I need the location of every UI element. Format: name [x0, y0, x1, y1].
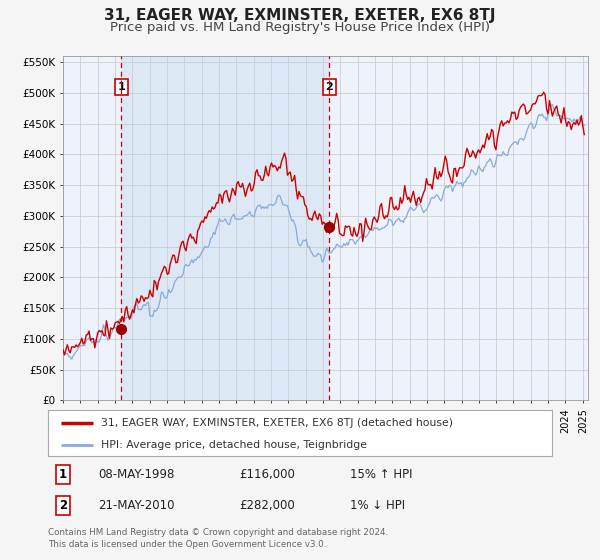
Text: 1: 1 [59, 468, 67, 481]
Text: 15% ↑ HPI: 15% ↑ HPI [350, 468, 413, 481]
Text: £116,000: £116,000 [239, 468, 295, 481]
Text: 1% ↓ HPI: 1% ↓ HPI [350, 499, 406, 512]
Text: 1: 1 [118, 82, 125, 92]
Text: HPI: Average price, detached house, Teignbridge: HPI: Average price, detached house, Teig… [101, 440, 367, 450]
Text: 31, EAGER WAY, EXMINSTER, EXETER, EX6 8TJ: 31, EAGER WAY, EXMINSTER, EXETER, EX6 8T… [104, 8, 496, 24]
Text: Price paid vs. HM Land Registry's House Price Index (HPI): Price paid vs. HM Land Registry's House … [110, 21, 490, 34]
Bar [121, 56, 329, 400]
Text: 2: 2 [59, 499, 67, 512]
Text: 21-MAY-2010: 21-MAY-2010 [98, 499, 175, 512]
Text: 31, EAGER WAY, EXMINSTER, EXETER, EX6 8TJ (detached house): 31, EAGER WAY, EXMINSTER, EXETER, EX6 8T… [101, 418, 453, 428]
Text: 2: 2 [326, 82, 334, 92]
Text: Contains HM Land Registry data © Crown copyright and database right 2024.
This d: Contains HM Land Registry data © Crown c… [48, 528, 388, 549]
Text: 08-MAY-1998: 08-MAY-1998 [98, 468, 175, 481]
Text: £282,000: £282,000 [239, 499, 295, 512]
